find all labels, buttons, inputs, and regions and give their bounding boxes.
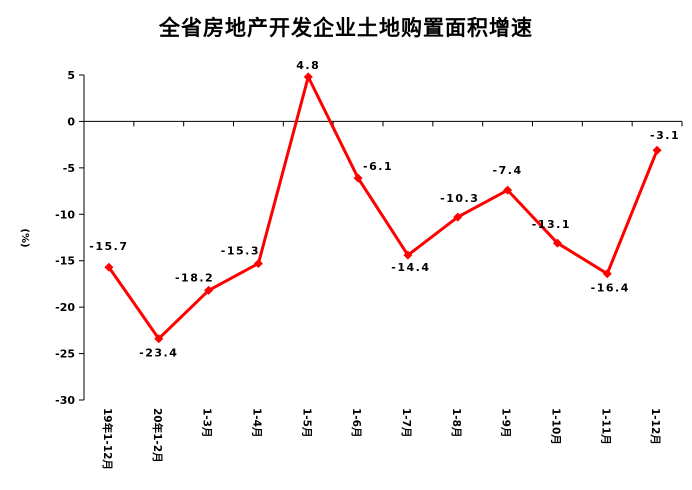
data-label: -18.2 <box>175 271 214 284</box>
x-category-label: 1-8月 <box>450 408 462 437</box>
y-tick-label: -10 <box>55 208 75 221</box>
y-tick-label: -25 <box>55 348 75 361</box>
data-label: -10.3 <box>440 192 479 205</box>
data-point <box>353 173 363 183</box>
data-point <box>403 250 413 260</box>
data-label: -16.4 <box>591 282 630 295</box>
x-category-label: 1-10月 <box>549 408 561 445</box>
y-tick-label: -20 <box>55 301 75 314</box>
data-point <box>602 269 612 279</box>
data-point <box>204 285 214 295</box>
x-category-label: 1-6月 <box>350 408 362 437</box>
y-tick-label: 5 <box>67 69 75 82</box>
y-tick-label: -15 <box>55 255 75 268</box>
data-point <box>303 72 313 82</box>
data-point <box>552 238 562 248</box>
data-point <box>154 334 164 344</box>
data-point <box>503 185 513 195</box>
data-label: -13.1 <box>532 218 571 231</box>
y-axis-label: (%) <box>19 228 30 247</box>
data-point <box>104 262 114 272</box>
data-label: -7.4 <box>493 164 523 177</box>
x-category-label: 1-11月 <box>599 408 611 445</box>
x-category-label: 1-7月 <box>400 408 412 437</box>
y-tick-label: -30 <box>55 394 75 407</box>
data-point <box>253 259 263 268</box>
x-category-label: 1-12月 <box>649 408 661 445</box>
data-label: 4.8 <box>296 59 320 72</box>
data-label: -15.7 <box>89 240 128 253</box>
data-label: -3.1 <box>650 129 680 142</box>
data-point <box>652 145 662 155</box>
series-line <box>107 75 659 341</box>
x-category-label: 1-4月 <box>250 408 262 437</box>
data-label: -6.1 <box>363 160 393 173</box>
chart-title: 全省房地产开发企业土地购置面积增速 <box>159 16 533 40</box>
data-label: -23.4 <box>139 347 178 360</box>
x-category-label: 1-5月 <box>300 408 312 437</box>
x-category-label: 1-3月 <box>201 408 213 437</box>
x-category-label: 1-9月 <box>500 408 512 437</box>
x-category-label: 20年1-2月 <box>151 408 164 463</box>
data-point <box>453 212 463 222</box>
data-label: -15.3 <box>221 245 260 258</box>
y-tick-label: 0 <box>67 115 75 128</box>
y-tick-label: -5 <box>63 162 75 175</box>
x-category-label: 19年1-12月 <box>101 408 114 470</box>
data-label: -14.4 <box>391 261 430 274</box>
